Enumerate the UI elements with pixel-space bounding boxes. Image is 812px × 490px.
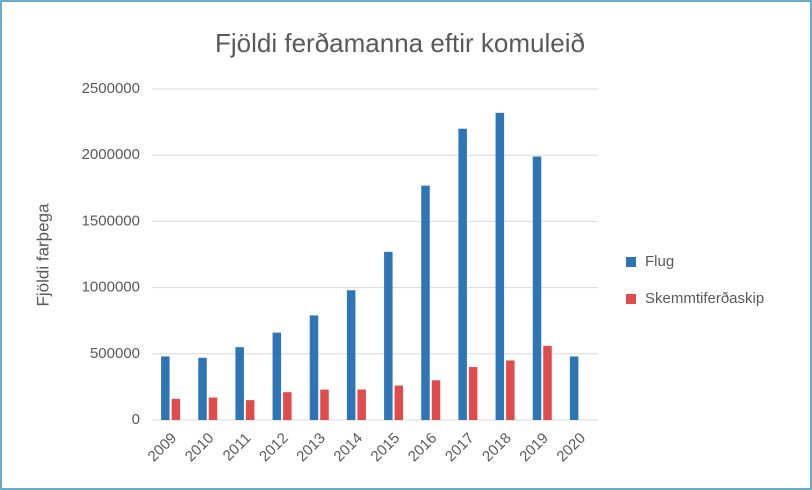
bar xyxy=(532,156,542,421)
bar xyxy=(421,185,430,420)
bar xyxy=(543,345,552,420)
y-tick-label: 1000000 xyxy=(82,279,140,296)
legend-swatch xyxy=(626,294,636,304)
bar xyxy=(245,400,255,420)
bar xyxy=(309,315,319,420)
legend-swatch xyxy=(626,257,636,267)
y-axis-label: Fjöldi farþega xyxy=(33,203,52,307)
bar xyxy=(171,398,181,420)
bar xyxy=(468,367,478,420)
y-tick-label: 0 xyxy=(132,411,140,428)
bar xyxy=(272,332,282,420)
bar xyxy=(394,385,404,420)
bar xyxy=(384,251,393,420)
bar xyxy=(198,357,207,420)
bar xyxy=(320,389,329,420)
bar xyxy=(161,356,170,420)
bar xyxy=(431,380,441,420)
bar xyxy=(495,112,505,420)
bar xyxy=(569,356,579,420)
bar xyxy=(506,360,515,420)
y-tick-label: 1500000 xyxy=(82,212,140,229)
bar xyxy=(208,397,218,420)
y-tick-label: 2000000 xyxy=(82,146,140,163)
bar xyxy=(346,290,356,420)
bar xyxy=(235,347,244,420)
bar xyxy=(357,389,366,420)
y-tick-label: 500000 xyxy=(90,345,140,362)
legend-label: Skemmtiferðaskip xyxy=(645,290,764,307)
bar xyxy=(283,392,292,420)
legend-label: Flug xyxy=(645,253,674,270)
bar xyxy=(458,128,467,420)
chart-title: Fjöldi ferðamanna eftir komuleið xyxy=(215,28,585,58)
y-tick-label: 2500000 xyxy=(82,80,140,97)
